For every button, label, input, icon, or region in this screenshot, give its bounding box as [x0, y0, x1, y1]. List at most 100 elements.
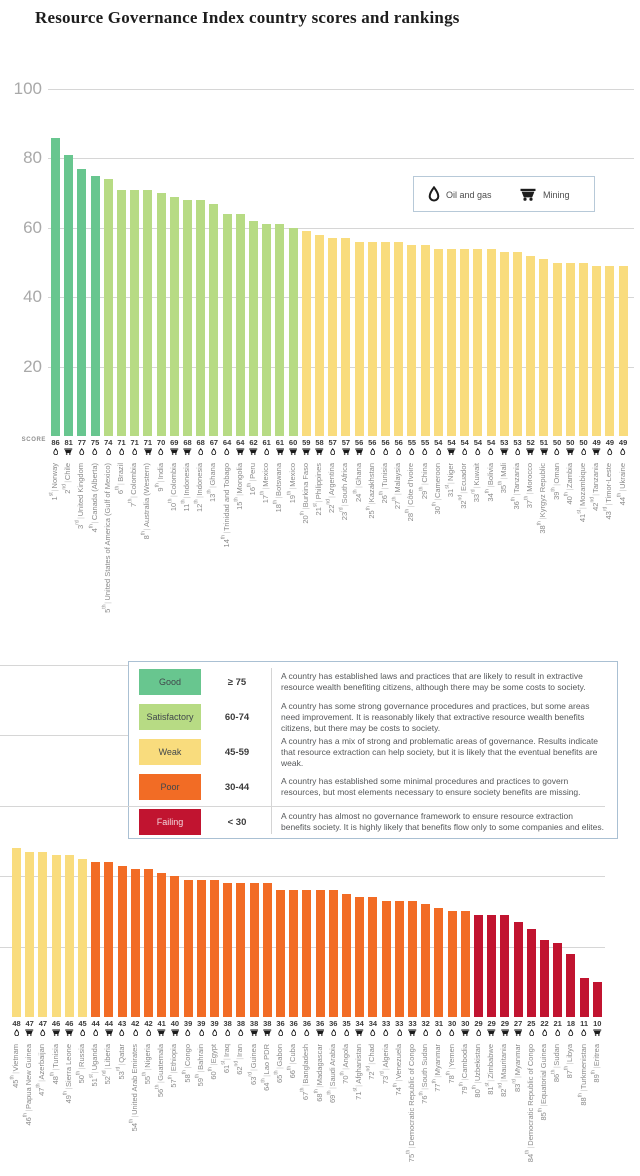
country-label: 84th|Democratic Republic of Congo	[524, 1044, 535, 1162]
mine-cart-icon	[52, 1028, 61, 1036]
oil-drop-icon	[566, 1028, 576, 1038]
oil-drop-icon	[554, 447, 560, 455]
country-name: Sudan	[552, 1044, 562, 1066]
country-name: Tanzania	[591, 463, 601, 494]
oil-drop-icon	[581, 1028, 587, 1036]
country-label: 42nd|Tanzania	[590, 463, 601, 511]
oil-drop-icon	[105, 447, 111, 455]
score-value: 46	[65, 1019, 74, 1028]
country-name: Papua New Guinea	[24, 1044, 34, 1110]
mine-cart-icon	[316, 1028, 325, 1036]
oil-drop-icon	[394, 447, 404, 457]
bar-9th-india	[156, 193, 166, 436]
bar-45th-vietnam	[12, 848, 21, 1017]
bar-3rd-united-kingdom	[77, 168, 87, 436]
score-value: 42	[131, 1019, 140, 1028]
rank-label: 46th	[22, 1113, 34, 1126]
label-separator: |	[235, 1057, 245, 1060]
label-separator: |	[248, 1069, 258, 1072]
oil-drop-icon	[473, 447, 483, 457]
oil-drop-icon	[396, 1028, 402, 1036]
bar-31st-niger	[447, 248, 456, 436]
bar-70th-angola	[342, 893, 351, 1017]
mine-cart-icon	[249, 1028, 259, 1038]
bar-84th-democratic-republic-of-congo	[526, 929, 536, 1017]
oil-drop-icon	[262, 447, 272, 457]
mine-cart-icon	[65, 1028, 74, 1036]
country-label: 80th|Uzbekistan	[471, 1044, 483, 1098]
bar-27th-malaysia	[394, 241, 404, 436]
mine-cart-icon	[288, 447, 298, 457]
y-tick-label: 80	[23, 148, 42, 168]
country-name: Saudi Arabia	[327, 1044, 337, 1087]
country-name: Mali	[498, 463, 508, 477]
score-value: 32	[421, 1019, 430, 1028]
oil-drop-icon	[555, 1028, 561, 1036]
bar-57th-ethiopia	[170, 876, 180, 1017]
country-label: 36th|Tanzania	[511, 463, 522, 510]
oil-drop-icon	[132, 1028, 138, 1036]
oil-drop-icon	[420, 447, 430, 457]
mine-cart-icon	[566, 447, 575, 455]
label-separator: |	[129, 495, 139, 498]
oil-drop-icon	[436, 1028, 442, 1036]
oil-drop-icon	[291, 1028, 297, 1036]
country-label: 10th|Colombia	[167, 463, 178, 511]
bar-6th-brazil	[117, 189, 126, 436]
oil-drop-icon	[526, 1028, 536, 1038]
bar-39th-oman	[552, 262, 562, 436]
label-separator: |	[103, 1067, 113, 1070]
country-label: 47th|Azerbaijan	[36, 1044, 47, 1096]
mine-cart-icon	[460, 1028, 470, 1038]
oil-drop-icon	[434, 1028, 444, 1038]
mine-cart-icon	[526, 447, 535, 455]
country-name: Angola	[341, 1044, 350, 1068]
score-value: 42	[144, 1019, 153, 1028]
score-value: 25	[527, 1019, 536, 1028]
oil-drop-icon	[330, 1028, 336, 1036]
label-separator: |	[90, 1071, 100, 1074]
bar-33rd-kuwait	[473, 248, 483, 436]
country-name: Mongolia	[234, 463, 244, 494]
label-separator: |	[116, 482, 125, 485]
bar-1st-norway	[51, 137, 60, 436]
country-name: Uganda	[90, 1044, 100, 1071]
rank-label: 54th	[128, 1118, 139, 1132]
rank-label: 39th	[550, 487, 561, 500]
score-value: 39	[210, 1019, 219, 1028]
bar-87th-libya	[566, 953, 576, 1017]
country-name: Uzbekistan	[473, 1044, 482, 1082]
gridline-80	[48, 158, 634, 160]
label-separator: |	[314, 500, 323, 503]
country-label: 50th|Russia	[76, 1044, 87, 1083]
rank-label: 63rd	[247, 1072, 258, 1085]
country-name: Burkina Faso	[300, 463, 310, 508]
country-name: Tunisia	[380, 463, 389, 487]
country-label: 77th|Myanmar	[432, 1044, 443, 1092]
country-label: 25th|Kazakhstan	[365, 463, 376, 519]
legend-description: A country has established laws and pract…	[281, 671, 586, 692]
sector-legend-mining-label: Mining	[543, 190, 570, 200]
mine-cart-icon	[565, 447, 575, 457]
bar-89th-eritrea	[592, 981, 602, 1017]
label-separator: |	[63, 481, 73, 484]
mine-cart-icon	[104, 1028, 114, 1038]
country-label: 72nd|Chad	[366, 1044, 377, 1080]
score-value: 34	[368, 1019, 378, 1028]
rank-label: 80th	[471, 1085, 483, 1098]
y-tick-label: 100	[13, 79, 42, 98]
country-name: Côte d'Ivoire	[406, 463, 416, 505]
label-separator: |	[367, 1062, 377, 1065]
mine-cart-icon	[170, 1028, 179, 1036]
bar-2nd-chile	[64, 154, 74, 436]
oil-drop-icon	[486, 447, 496, 457]
rank-label: 60th	[207, 1067, 219, 1080]
country-name: Timor-Leste	[604, 463, 614, 503]
mine-cart-icon	[275, 447, 284, 455]
rank-label: 59th	[194, 1073, 205, 1087]
country-label: 17th|Mexico	[260, 463, 271, 503]
oil-drop-icon	[236, 1028, 246, 1038]
country-label: 53rd|Qatar	[115, 1044, 126, 1080]
rank-label: 65th	[273, 1070, 285, 1083]
